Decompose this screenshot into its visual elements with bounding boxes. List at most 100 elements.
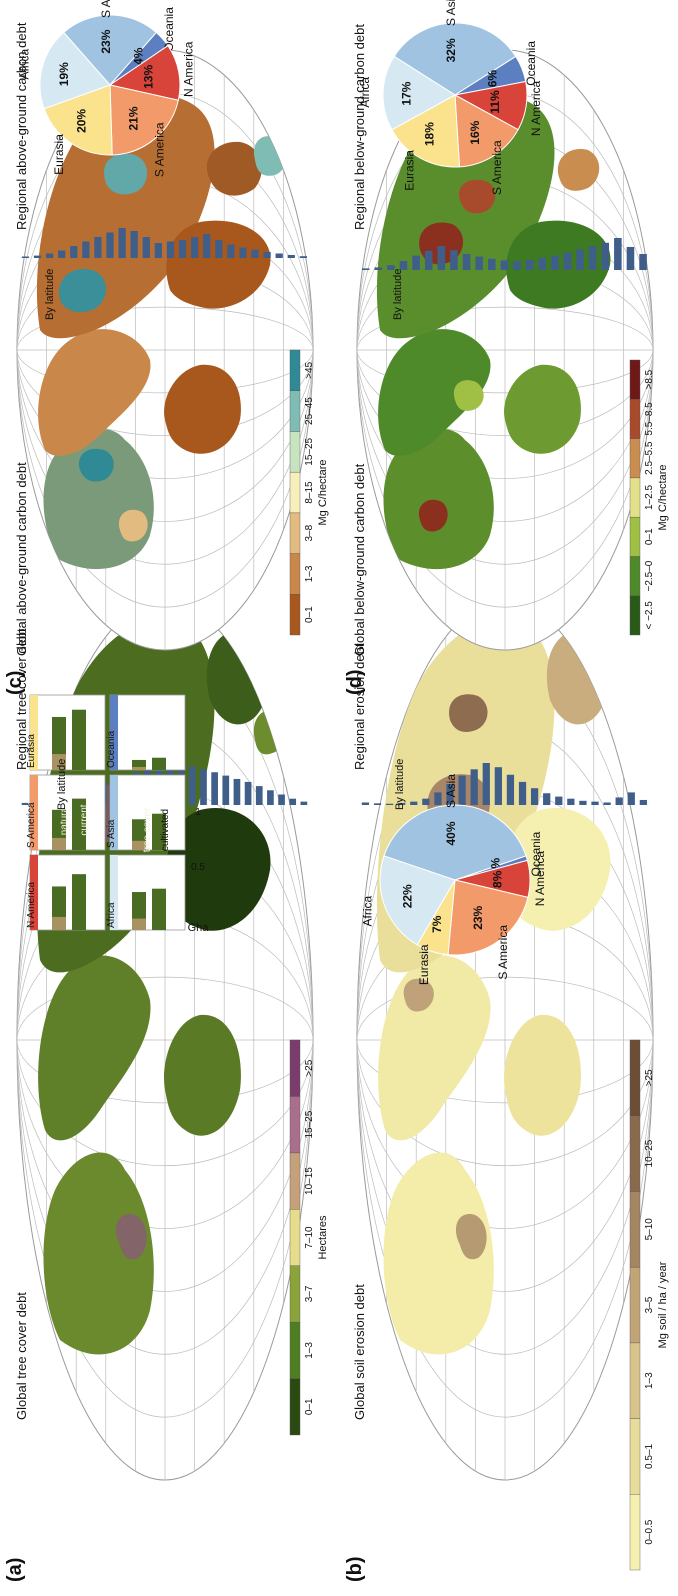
pie-slice	[393, 22, 517, 96]
pie-region-label: Eurasia	[52, 134, 66, 175]
latitude-bar	[551, 255, 559, 270]
bar-cultivated	[52, 916, 66, 930]
latitude-bar	[142, 237, 150, 258]
bar-natural-tree	[152, 888, 166, 930]
latitude-bar	[614, 238, 622, 270]
bar-natural-tree	[72, 798, 86, 850]
latitude-bar	[267, 790, 274, 805]
legend-bin-label: 1–3	[644, 1372, 655, 1389]
region-name: S Asia	[106, 819, 117, 848]
latitude-bar	[591, 801, 599, 805]
latitude-bar	[263, 252, 271, 258]
latitude-bar	[215, 240, 223, 258]
legend-bin-label: 7–10	[304, 1226, 315, 1249]
latitude-bar	[300, 801, 308, 805]
label-natural: natural	[59, 805, 70, 836]
bar-cultivated	[132, 766, 146, 770]
bar-current-tree	[132, 759, 146, 770]
latitude-bar	[130, 231, 138, 258]
region-color-strip	[110, 695, 118, 770]
legend-bin-label: 0–1	[304, 606, 315, 623]
latitude-bar	[410, 801, 418, 805]
pie-region-label: Oceania	[162, 7, 176, 52]
tree-cover-facet	[29, 854, 106, 931]
above-carbon-pie-title: Regional above-ground carbon debt	[14, 22, 29, 230]
bar-natural-tree	[152, 757, 166, 770]
pie-region-label: S Asia	[444, 774, 458, 808]
legend-bin-label: 3–7	[304, 1285, 315, 1302]
panel-title-c: Global above-ground carbon debt	[14, 462, 29, 656]
pie-region-label: S America	[496, 925, 510, 980]
bar-cultivated	[52, 754, 66, 770]
legend-bin-label: 15–25	[304, 437, 315, 465]
pie-percent-label: 19%	[57, 62, 71, 86]
pie-percent-label: 11%	[488, 90, 502, 114]
bar-natural-tree	[72, 874, 86, 930]
legend-bin-label: 1–3	[304, 1342, 315, 1359]
region-color-strip	[110, 855, 118, 930]
latitude-bar	[482, 763, 490, 805]
axis-tick: 0.5	[191, 862, 205, 873]
latitude-bar	[543, 793, 551, 805]
latitude-label-d: By latitude	[392, 268, 404, 320]
region-color-strip	[30, 695, 38, 770]
legend-bin-label: >45	[304, 361, 315, 378]
pie-percent-label: 17%	[399, 81, 413, 105]
legend-swatch	[629, 359, 641, 400]
latitude-bar	[33, 255, 42, 258]
pie-region-label: S Asia	[99, 0, 113, 18]
below-carbon-pie-title: Regional below-ground carbon debt	[352, 24, 367, 230]
legend-bin-label: 10–25	[644, 1139, 655, 1167]
pie-region-label: Africa	[18, 48, 32, 79]
latitude-bar	[450, 250, 458, 270]
latitude-bar	[446, 784, 454, 805]
latitude-bar	[255, 786, 263, 805]
tree-cover-regional-title: Regional tree cover debt	[14, 628, 29, 770]
pie-region-label: S Asia	[444, 0, 458, 26]
legend-bin-label: 25–45	[304, 397, 315, 425]
legend-unit-label: Mg C/hectare	[317, 459, 329, 525]
latitude-bar	[579, 800, 587, 805]
latitude-bar	[513, 261, 521, 270]
legend-bin-label: >25	[304, 1059, 315, 1076]
legend-unit-label: Hectares	[317, 1215, 329, 1260]
tree-cover-facet	[109, 694, 186, 771]
latitude-bar	[563, 252, 572, 270]
pie-region-label: S America	[490, 140, 504, 195]
legend-bin-label: 0–1	[644, 528, 655, 545]
pie-percent-label: 20%	[75, 109, 89, 133]
latitude-bar	[615, 797, 623, 805]
latitude-bar	[639, 254, 647, 270]
latitude-bar	[106, 232, 114, 258]
legend-swatch	[629, 477, 641, 518]
latitude-bar	[227, 244, 235, 258]
pie-percent-label: 4%	[132, 47, 146, 65]
pie-region-label: Oceania	[529, 831, 543, 876]
latitude-bar	[424, 250, 433, 270]
latitude-bar	[387, 265, 395, 270]
tree-cover-facet	[29, 774, 106, 851]
latitude-bar	[21, 802, 29, 805]
bar-cultivated	[52, 837, 66, 850]
pie-percent-label: 23%	[99, 29, 113, 53]
latitude-bar	[70, 246, 78, 258]
latitude-bar	[82, 241, 90, 258]
legend-swatch	[289, 471, 301, 514]
axis-tick: 1	[195, 807, 201, 818]
legend-swatch	[289, 1209, 301, 1266]
latitude-bar	[289, 798, 297, 805]
legend-swatch	[629, 1115, 641, 1192]
panel-title-b: Global soil erosion debt	[352, 1284, 367, 1420]
latitude-bar	[361, 268, 370, 270]
region-color-strip	[30, 855, 38, 930]
legend-swatch	[629, 1494, 641, 1571]
legend-bin-label: 3–5	[644, 1296, 655, 1313]
latitude-bar	[200, 769, 207, 805]
latitude-bar	[244, 781, 252, 805]
legend-bin-label: 0.5–1	[644, 1443, 655, 1468]
pie-slice	[39, 31, 111, 110]
pie-region-label: Africa	[358, 77, 372, 108]
meridian-line	[357, 306, 653, 394]
